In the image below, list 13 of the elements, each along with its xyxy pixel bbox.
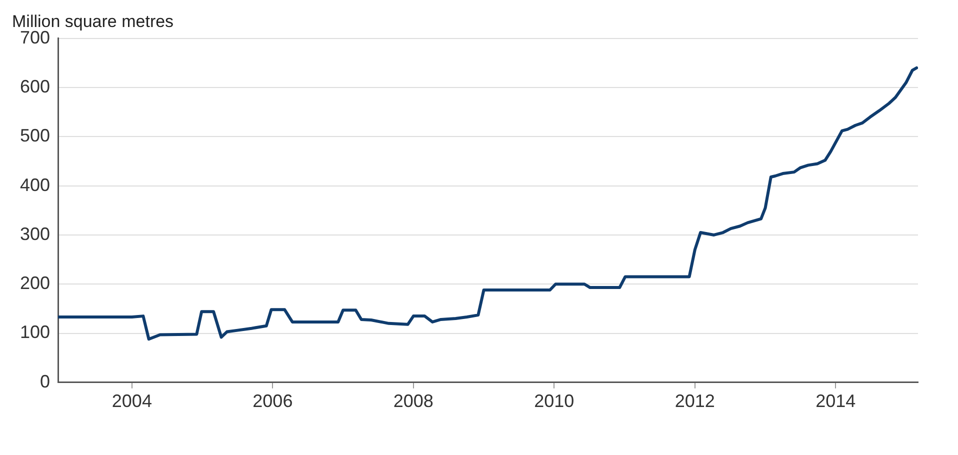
y-tick-label: 300 bbox=[20, 224, 50, 244]
y-tick-label: 200 bbox=[20, 273, 50, 294]
y-tick-label: 600 bbox=[20, 76, 50, 97]
x-tick-label: 2006 bbox=[252, 391, 293, 412]
x-tick-label: 2012 bbox=[674, 391, 715, 412]
y-tick-label: 0 bbox=[40, 371, 50, 392]
x-tick-label: 2014 bbox=[816, 391, 856, 412]
y-tick-label: 400 bbox=[20, 174, 50, 195]
x-tick-label: 2008 bbox=[393, 391, 434, 412]
x-tick-label: 2004 bbox=[112, 391, 152, 412]
y-tick-label: 100 bbox=[20, 322, 50, 342]
y-tick-label: 500 bbox=[20, 126, 50, 146]
x-tick-label: 2010 bbox=[534, 391, 574, 412]
